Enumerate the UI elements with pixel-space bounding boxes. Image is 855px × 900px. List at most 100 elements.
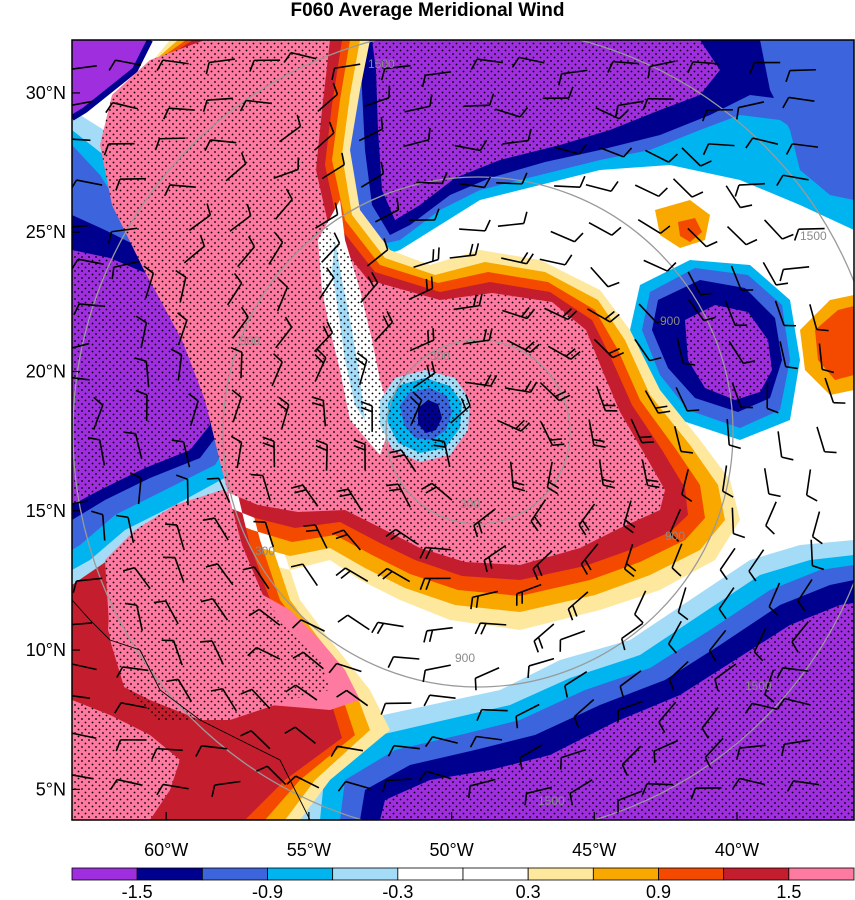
- wind-barb: [115, 739, 147, 752]
- lon-tick-label: 55°W: [287, 840, 331, 860]
- wind-barb: [731, 507, 746, 539]
- wind-barb: [283, 51, 317, 64]
- wind-barb: [634, 338, 662, 362]
- wind-barb: [285, 684, 318, 701]
- wind-barb: [623, 543, 637, 578]
- ring-label: 1500: [368, 57, 395, 71]
- wind-barb: [72, 376, 90, 381]
- wind-barb: [292, 651, 324, 670]
- colorbar-swatch: [462, 867, 529, 881]
- wind-barb: [637, 219, 671, 235]
- wind-barb: [744, 702, 778, 714]
- wind-barb: [524, 786, 553, 806]
- wind-barb: [156, 59, 189, 72]
- wind-barb: [124, 602, 144, 631]
- wind-barb: [107, 227, 138, 244]
- wind-barb: [533, 623, 555, 653]
- wind-barb: [595, 385, 618, 412]
- wind-barb: [774, 300, 796, 327]
- wind-barb: [123, 431, 143, 460]
- wind-barb: [724, 300, 748, 327]
- wind-barb: [432, 438, 451, 468]
- wind-barb: [676, 337, 696, 366]
- wind-barb: [454, 139, 488, 152]
- wind-barb: [412, 361, 436, 389]
- wind-barb: [677, 587, 689, 621]
- wind-barb: [588, 221, 622, 236]
- wind-barb: [116, 514, 135, 543]
- wind-barb: [553, 143, 587, 155]
- wind-barb: [358, 117, 384, 142]
- wind-barb: [511, 56, 545, 68]
- wind-barb: [702, 143, 735, 156]
- wind-barb: [275, 316, 293, 349]
- wind-barb: [387, 656, 420, 668]
- wind-barb: [381, 778, 413, 793]
- wind-barb: [672, 178, 704, 198]
- wind-barb: [647, 60, 676, 79]
- wind-barb: [175, 269, 187, 303]
- wind-barb: [497, 419, 531, 432]
- wind-barb: [424, 736, 458, 748]
- wind-barb: [314, 348, 327, 382]
- range-ring-1500: [72, 40, 854, 820]
- wind-barb: [464, 374, 498, 387]
- wind-barb: [675, 387, 700, 412]
- wind-barb: [502, 306, 536, 320]
- wind-barb: [162, 107, 195, 120]
- wind-barb: [473, 508, 495, 538]
- wind-barb: [590, 266, 620, 288]
- plot-frame: [71, 39, 855, 821]
- wind-barb: [658, 701, 677, 733]
- ring-label: 1500: [538, 794, 565, 808]
- wind-barb: [210, 687, 237, 712]
- wind-barb: [763, 468, 781, 498]
- wind-barb: [386, 483, 411, 508]
- wind-barb: [72, 500, 89, 505]
- wind-barb: [114, 702, 147, 714]
- wind-barb: [72, 138, 91, 142]
- nw-corner-navy-edge: [72, 40, 153, 121]
- colorbar-label: -1.5: [122, 882, 153, 900]
- wind-barb: [598, 459, 616, 489]
- wind-barb: [161, 639, 183, 666]
- wind-barb: [92, 396, 104, 430]
- wind-barb: [469, 735, 503, 748]
- wind-barb: [423, 694, 456, 707]
- wind-barb: [701, 707, 719, 739]
- wind-barb: [318, 267, 335, 300]
- wind-barb: [226, 272, 243, 306]
- colorbar: -1.5 -0.9 -0.3 0.3 0.9 1.5: [71, 867, 855, 900]
- wind-barb: [247, 646, 281, 660]
- colorbar-swatch: [788, 867, 855, 881]
- wind-barb: [470, 58, 503, 71]
- wind-barb: [240, 688, 271, 709]
- colorbar-label: -0.9: [252, 882, 283, 900]
- wind-barb: [515, 703, 540, 729]
- wind-barb: [200, 640, 225, 665]
- coastline: [72, 599, 311, 820]
- wind-barb: [502, 128, 532, 145]
- lat-tick-label: 10°N: [26, 640, 66, 660]
- colorbar-swatch: [267, 867, 334, 881]
- wind-barb: [725, 185, 753, 209]
- wind-barb: [708, 629, 727, 662]
- wind-barb: [248, 608, 281, 626]
- wind-barb: [277, 396, 290, 430]
- wind-barb: [200, 597, 229, 621]
- wind-barb: [621, 745, 642, 776]
- wind-barb: [730, 265, 754, 291]
- wind-barb: [559, 748, 587, 770]
- wind-barb: [776, 174, 809, 186]
- wind-barb: [785, 68, 816, 83]
- colorbar-swatch: [71, 867, 138, 881]
- wind-barb: [809, 304, 829, 332]
- wind-barb: [638, 303, 669, 324]
- wind-barb: [539, 254, 573, 266]
- wind-barb: [303, 524, 328, 549]
- wind-barb: [793, 227, 825, 241]
- colorbar-swatch: [592, 867, 659, 881]
- wind-barb: [175, 474, 189, 506]
- wind-barb: [763, 219, 794, 240]
- wind-barb: [409, 328, 435, 352]
